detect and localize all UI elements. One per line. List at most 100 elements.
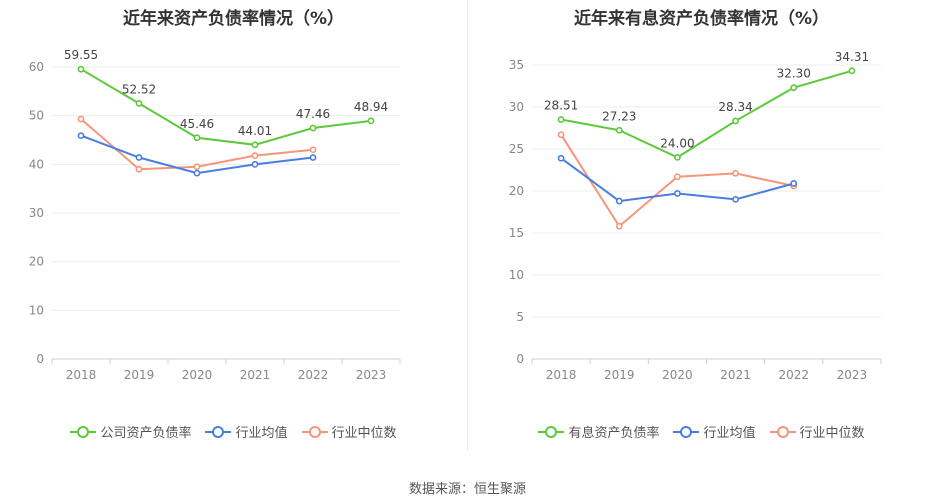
- legend: 公司资产负债率 行业均值 行业中位数: [0, 422, 467, 441]
- legend-line-icon: [70, 425, 97, 439]
- data-point: [732, 195, 739, 203]
- data-point: [135, 154, 143, 161]
- data-point: [135, 165, 143, 173]
- chart-panel-right: 近年来有息资产负债率情况（%） 0 5 10 15 20 25 30 35 2018 2019 20…: [468, 0, 935, 470]
- chart-title: 近年来有息资产负债率情况（%）: [573, 9, 830, 29]
- y-tick-label: 15: [509, 226, 524, 240]
- legend-item-company[interactable]: 公司资产负债率: [70, 422, 191, 441]
- data-point: [251, 141, 259, 149]
- x-tick-label: 2021: [720, 368, 751, 382]
- x-tick-label: 2020: [662, 368, 693, 382]
- data-point: [674, 153, 681, 161]
- data-point: [193, 169, 201, 177]
- data-point: [557, 116, 565, 123]
- data-label: 28.34: [718, 100, 752, 114]
- y-tick-label: 0: [36, 352, 44, 366]
- legend-line-icon: [538, 425, 565, 439]
- data-point: [790, 84, 798, 92]
- x-tick-label: 2019: [604, 368, 635, 382]
- data-point: [251, 160, 259, 168]
- legend-item-industry-median[interactable]: 行业中位数: [769, 422, 865, 441]
- data-point: [77, 115, 85, 123]
- data-label: 44.01: [238, 124, 272, 138]
- data-point: [309, 124, 317, 132]
- data-point: [674, 190, 681, 197]
- legend-line-icon: [205, 425, 232, 439]
- x-tick-label: 2019: [124, 368, 155, 382]
- panel-divider: [467, 0, 468, 450]
- data-label: 59.55: [64, 48, 98, 62]
- legend-item-interest-bearing[interactable]: 有息资产负债率: [538, 422, 659, 441]
- data-label: 48.94: [354, 100, 388, 114]
- legend-item-industry-mean[interactable]: 行业均值: [205, 422, 288, 441]
- x-tick-label: 2018: [546, 368, 577, 382]
- x-tick-label: 2023: [356, 368, 387, 382]
- y-tick-label: 40: [29, 157, 44, 171]
- data-label: 24.00: [660, 136, 694, 150]
- y-tick-label: 60: [29, 60, 44, 74]
- data-point: [732, 169, 739, 177]
- y-tick-label: 0: [516, 352, 524, 366]
- legend-item-industry-mean[interactable]: 行业均值: [673, 422, 756, 441]
- chart-panel-left: 近年来资产负债率情况（%） 0 10 20 30 40 50 60 2018 2019 2020 2…: [0, 0, 467, 470]
- y-tick-label: 20: [509, 184, 524, 198]
- data-point: [135, 100, 143, 107]
- data-label: 52.52: [122, 82, 156, 96]
- data-source: 数据来源：恒生聚源: [408, 482, 526, 497]
- line-chart-right: 0 5 10 15 20 25 30 35 2018 2019 2020 2021 2022 2023 28…: [509, 50, 882, 382]
- data-point: [732, 117, 739, 125]
- data-label: 47.46: [296, 107, 330, 121]
- chart-title: 近年来资产负债率情况（%）: [122, 9, 345, 29]
- y-tick-label: 20: [29, 255, 44, 269]
- x-tick-label: 2020: [182, 368, 213, 382]
- data-point: [77, 132, 85, 140]
- data-label: 28.51: [544, 99, 578, 113]
- data-point: [848, 67, 856, 75]
- data-label: 45.46: [180, 117, 214, 131]
- legend-label: 行业中位数: [799, 426, 865, 441]
- x-tick-label: 2022: [298, 368, 329, 382]
- x-tick-label: 2022: [778, 368, 809, 382]
- data-point: [251, 152, 259, 159]
- y-tick-label: 5: [516, 310, 524, 324]
- data-point: [193, 163, 201, 171]
- data-point: [309, 154, 317, 161]
- x-tick-label: 2023: [837, 368, 868, 382]
- data-point: [77, 65, 85, 73]
- data-label: 27.23: [602, 109, 636, 123]
- line-chart-left: 0 10 20 30 40 50 60 2018 2019 2020 2021 2022 2023 59.…: [29, 48, 401, 382]
- y-tick-label: 10: [29, 303, 44, 317]
- data-label: 32.30: [777, 67, 811, 81]
- legend-line-icon: [673, 425, 700, 439]
- y-tick-label: 25: [509, 142, 524, 156]
- data-point: [557, 154, 565, 162]
- data-point: [557, 131, 565, 139]
- data-point: [790, 180, 798, 187]
- y-tick-label: 30: [29, 206, 44, 220]
- y-tick-label: 10: [509, 268, 524, 282]
- data-point: [615, 222, 623, 230]
- data-point: [615, 197, 623, 205]
- series-line: [80, 68, 372, 146]
- y-tick-label: 50: [29, 109, 44, 123]
- legend-label: 有息资产负债率: [568, 426, 660, 441]
- data-point: [309, 146, 317, 154]
- x-tick-label: 2018: [66, 368, 97, 382]
- data-point: [674, 173, 681, 181]
- legend-label: 行业中位数: [331, 426, 397, 441]
- legend: 有息资产负债率 行业均值 行业中位数: [468, 422, 935, 441]
- y-tick-label: 30: [509, 100, 524, 114]
- data-point: [615, 126, 623, 134]
- legend-line-icon: [301, 425, 328, 439]
- legend-label: 行业均值: [703, 426, 756, 441]
- legend-item-industry-median[interactable]: 行业中位数: [301, 422, 397, 441]
- legend-label: 公司资产负债率: [100, 426, 192, 441]
- legend-line-icon: [769, 425, 796, 439]
- data-point: [367, 117, 375, 125]
- data-point: [193, 134, 201, 142]
- series-line: [560, 69, 853, 159]
- legend-label: 行业均值: [235, 426, 288, 441]
- data-label: 34.31: [835, 50, 869, 64]
- y-tick-label: 35: [509, 58, 524, 72]
- x-tick-label: 2021: [240, 368, 271, 382]
